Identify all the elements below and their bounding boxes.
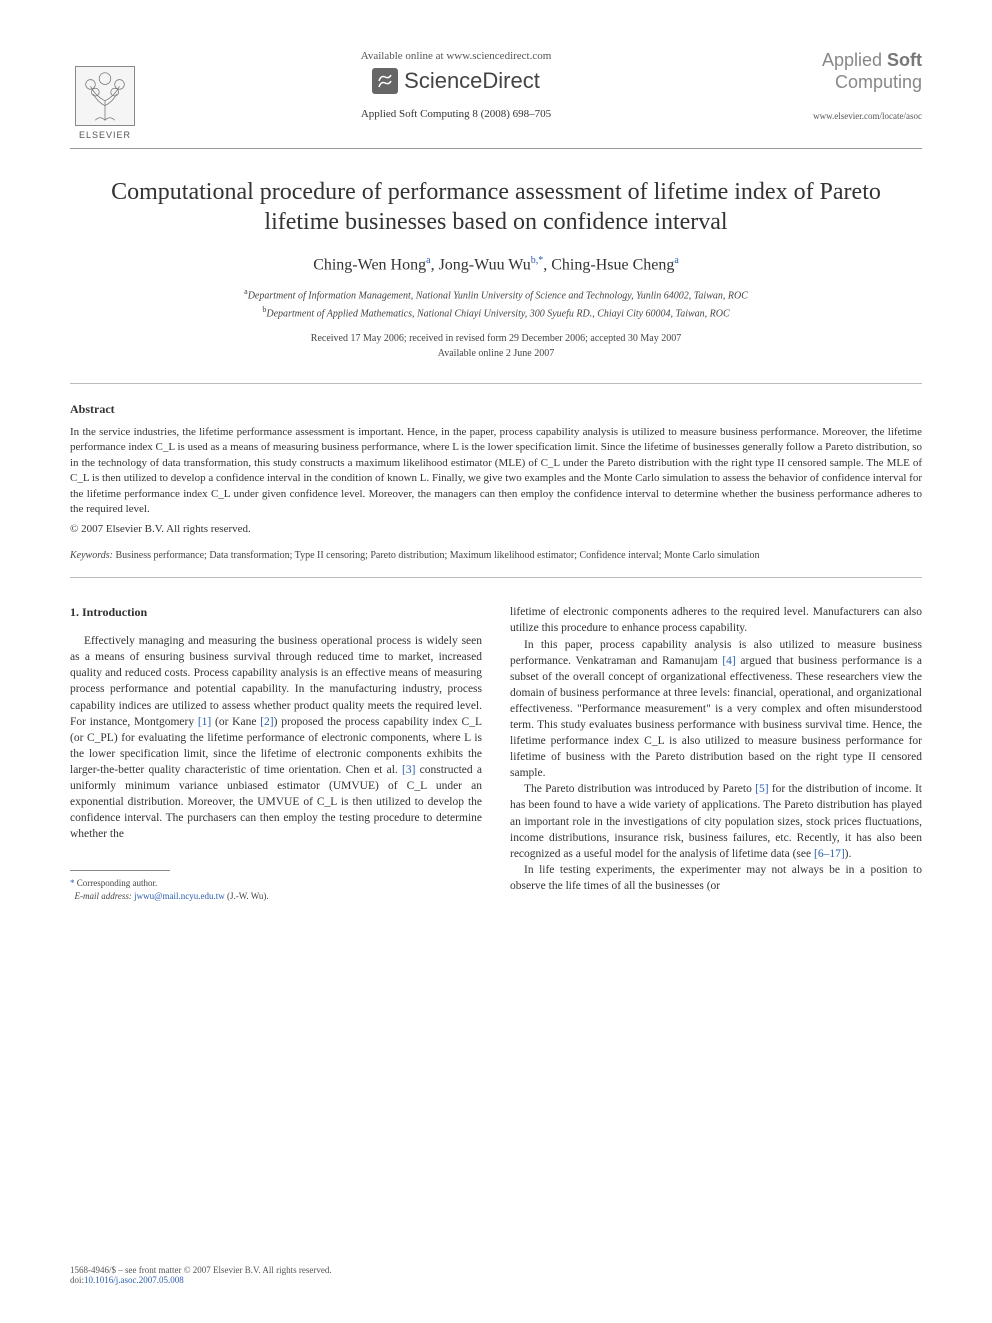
body-columns: 1. Introduction Effectively managing and… — [70, 604, 922, 902]
keywords-text: Business performance; Data transformatio… — [115, 550, 759, 561]
doi-label: doi: — [70, 1275, 84, 1285]
sciencedirect-text: ScienceDirect — [404, 68, 540, 94]
elsevier-tree-icon — [75, 66, 135, 126]
footnote-star-icon: * — [70, 878, 75, 888]
abstract-bottom-rule — [70, 577, 922, 578]
ref-3[interactable]: [3] — [402, 764, 415, 776]
corresponding-star-icon: * — [538, 255, 543, 266]
abstract-heading: Abstract — [70, 402, 922, 417]
footnote-block: * Corresponding author. E-mail address: … — [70, 877, 482, 902]
corresponding-email[interactable]: jwwu@mail.ncyu.edu.tw — [134, 891, 225, 901]
corresponding-author-label: Corresponding author. — [77, 878, 158, 888]
keywords-label: Keywords: — [70, 550, 113, 561]
header-rule — [70, 148, 922, 149]
sciencedirect-icon — [372, 68, 398, 94]
keywords-block: Keywords: Business performance; Data tra… — [70, 549, 922, 563]
center-header: Available online at www.sciencedirect.co… — [140, 50, 772, 120]
affiliation-b: Department of Applied Mathematics, Natio… — [266, 308, 729, 319]
ref-6-17[interactable]: [6–17] — [814, 848, 845, 860]
abstract-top-rule — [70, 383, 922, 384]
ref-5[interactable]: [5] — [755, 783, 768, 795]
ref-2[interactable]: [2] — [260, 716, 273, 728]
author-1-aff: a — [426, 255, 430, 266]
journal-name: Applied Soft Computing — [772, 50, 922, 93]
journal-url: www.elsevier.com/locate/asoc — [772, 111, 922, 121]
intro-para-1: Effectively managing and measuring the b… — [70, 633, 482, 842]
elsevier-logo: ELSEVIER — [70, 50, 140, 140]
author-3-aff: a — [674, 255, 678, 266]
author-1: Ching-Wen Hong — [313, 256, 426, 273]
jn1: Applied — [822, 50, 882, 70]
ref-4[interactable]: [4] — [722, 655, 735, 667]
section-1-heading: 1. Introduction — [70, 604, 482, 621]
abstract-text: In the service industries, the lifetime … — [70, 425, 922, 517]
authors-line: Ching-Wen Honga, Jong-Wuu Wub,*, Ching-H… — [70, 255, 922, 274]
abstract-copyright: © 2007 Elsevier B.V. All rights reserved… — [70, 523, 922, 535]
available-online-text: Available online at www.sciencedirect.co… — [155, 50, 757, 62]
author-2: Jong-Wuu Wu — [439, 256, 531, 273]
journal-reference: Applied Soft Computing 8 (2008) 698–705 — [155, 108, 757, 120]
left-column: 1. Introduction Effectively managing and… — [70, 604, 482, 902]
intro-para-2: In this paper, process capability analys… — [510, 637, 922, 782]
footnote-rule — [70, 870, 170, 871]
affiliation-a: Department of Information Management, Na… — [248, 291, 748, 302]
journal-logo-block: Applied Soft Computing www.elsevier.com/… — [772, 50, 922, 121]
ref-1[interactable]: [1] — [198, 716, 211, 728]
jn2: Soft — [887, 50, 922, 70]
sciencedirect-logo: ScienceDirect — [372, 68, 540, 94]
page-header: ELSEVIER Available online at www.science… — [70, 50, 922, 140]
elsevier-label: ELSEVIER — [79, 130, 131, 140]
doi-link[interactable]: 10.1016/j.asoc.2007.05.008 — [84, 1275, 184, 1285]
page-footer: 1568-4946/$ – see front matter © 2007 El… — [70, 1265, 922, 1285]
article-title: Computational procedure of performance a… — [70, 177, 922, 237]
email-author-name: (J.-W. Wu). — [227, 891, 269, 901]
article-dates: Received 17 May 2006; received in revise… — [70, 331, 922, 361]
jn3: Computing — [835, 72, 922, 92]
online-date: Available online 2 June 2007 — [438, 348, 554, 359]
author-3: Ching-Hsue Cheng — [551, 256, 674, 273]
right-column: lifetime of electronic components adhere… — [510, 604, 922, 902]
intro-para-1-cont: lifetime of electronic components adhere… — [510, 604, 922, 636]
affiliations: aDepartment of Information Management, N… — [70, 286, 922, 321]
intro-para-4: In life testing experiments, the experim… — [510, 862, 922, 894]
email-label: E-mail address: — [75, 891, 132, 901]
issn-line: 1568-4946/$ – see front matter © 2007 El… — [70, 1265, 332, 1275]
received-date: Received 17 May 2006; received in revise… — [311, 333, 681, 344]
intro-para-3: The Pareto distribution was introduced b… — [510, 781, 922, 861]
